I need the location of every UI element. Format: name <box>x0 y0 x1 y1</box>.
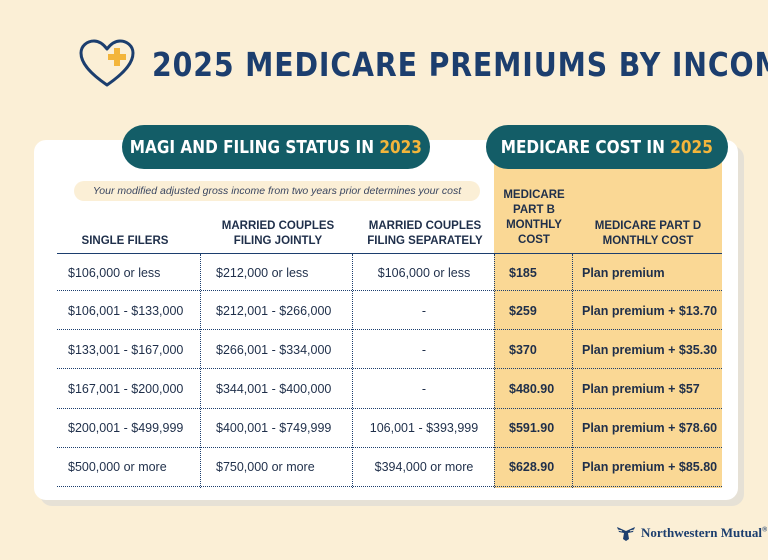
cell-joint: $344,001 - $400,000 <box>216 381 332 396</box>
column-divider <box>572 254 573 488</box>
row-divider <box>57 447 722 448</box>
cell-part-d: Plan premium + $13.70 <box>582 303 718 318</box>
cell-part-d: Plan premium + $57 <box>582 381 700 396</box>
logo-text: Northwestern Mutual® <box>641 525 767 541</box>
column-header-single: SINGLE FILERS <box>81 235 169 247</box>
cell-single: $200,001 - $499,999 <box>68 420 184 435</box>
cost-header-year: 2025 <box>670 136 714 158</box>
magi-header-pill: MAGI AND FILING STATUS IN 2023 <box>122 125 430 169</box>
cost-header-text: MEDICARE COST IN <box>500 136 671 158</box>
cell-single: $106,001 - $133,000 <box>68 303 184 318</box>
magi-note: Your modified adjusted gross income from… <box>74 181 480 201</box>
column-divider <box>494 254 495 488</box>
column-divider <box>352 254 353 488</box>
cell-joint: $212,000 or less <box>216 265 309 280</box>
magi-header-year: 2023 <box>379 136 423 158</box>
column-header-part-d: MEDICARE PART D MONTHLY COST <box>594 220 702 247</box>
cell-separate: $106,000 or less <box>377 265 471 280</box>
cell-part-d: Plan premium + $35.30 <box>582 342 718 357</box>
header-divider <box>57 253 722 254</box>
row-divider <box>57 290 722 291</box>
logo-name: Northwestern Mutual <box>641 525 762 540</box>
title-block: 2025 MEDICARE PREMIUMS BY INCOME <box>78 38 768 90</box>
cell-part-d: Plan premium + $85.80 <box>582 459 718 474</box>
magi-header-text: MAGI AND FILING STATUS IN <box>129 136 380 158</box>
cell-part-b: $259 <box>509 303 537 318</box>
eagle-logo-icon <box>617 527 635 541</box>
logo-registered-mark: ® <box>761 525 768 534</box>
row-divider <box>57 329 722 330</box>
row-divider <box>57 486 722 487</box>
column-header-joint: MARRIED COUPLES FILING JOINTLY <box>221 220 335 247</box>
cell-single: $500,000 or more <box>68 459 167 474</box>
page-title: 2025 MEDICARE PREMIUMS BY INCOME <box>152 44 768 84</box>
cell-part-b: $591.90 <box>509 420 555 435</box>
cell-joint: $266,001 - $334,000 <box>216 342 332 357</box>
cell-separate: 106,001 - $393,999 <box>369 420 479 435</box>
cell-single: $133,001 - $167,000 <box>68 342 184 357</box>
cell-part-b: $370 <box>509 342 537 357</box>
cell-part-b: $185 <box>509 265 537 280</box>
cell-part-b: $628.90 <box>509 459 555 474</box>
cost-header-pill: MEDICARE COST IN 2025 <box>486 125 728 169</box>
cell-separate: - <box>421 303 427 318</box>
cell-joint: $212,001 - $266,000 <box>216 303 332 318</box>
cell-joint: $750,000 or more <box>216 459 315 474</box>
cell-single: $106,000 or less <box>68 265 161 280</box>
cell-separate: $394,000 or more <box>374 459 474 474</box>
heart-plus-icon <box>79 39 135 87</box>
northwestern-mutual-logo: Northwestern Mutual® <box>616 524 767 542</box>
column-header-part-b: MEDICARE PART B MONTHLY COST <box>503 189 565 246</box>
cell-separate: - <box>421 342 427 357</box>
row-divider <box>57 408 722 409</box>
cell-part-d: Plan premium <box>582 265 665 280</box>
cell-separate: - <box>421 381 427 396</box>
cell-part-d: Plan premium + $78.60 <box>582 420 718 435</box>
cost-column-highlight <box>494 155 722 488</box>
column-header-separate: MARRIED COUPLES FILING SEPARATELY <box>367 220 483 247</box>
cell-joint: $400,001 - $749,999 <box>216 420 332 435</box>
row-divider <box>57 368 722 369</box>
cell-part-b: $480.90 <box>509 381 555 396</box>
column-divider <box>200 254 201 488</box>
cell-single: $167,001 - $200,000 <box>68 381 184 396</box>
